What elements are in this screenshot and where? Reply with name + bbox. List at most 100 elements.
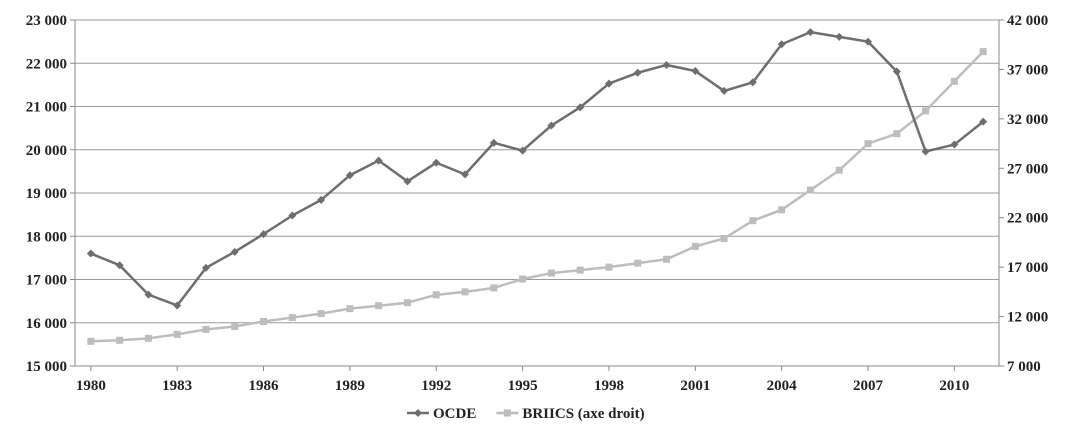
right-tick-label: 12 000	[1007, 310, 1048, 326]
left-tick-label: 17 000	[26, 273, 67, 289]
x-tick-label: 1980	[76, 378, 106, 394]
x-axis-ticks: 1980 1983 1986 1989 1992 1995 1998 2001 2004 2007…	[76, 366, 969, 394]
left-tick-label: 21 000	[26, 100, 67, 116]
data-point	[317, 195, 326, 204]
gridlines	[75, 19, 999, 324]
right-tick-label: 42 000	[1007, 13, 1048, 29]
right-tick-label: 7 000	[1007, 359, 1041, 375]
right-tick-label: 27 000	[1007, 161, 1048, 177]
x-tick-label: 1983	[162, 378, 192, 394]
data-point	[375, 302, 383, 310]
data-point	[116, 336, 124, 344]
left-tick-label: 18 000	[26, 229, 67, 245]
x-tick-label: 1995	[508, 378, 538, 394]
data-point	[231, 322, 239, 330]
data-point	[604, 79, 613, 88]
data-point	[144, 290, 153, 299]
data-point	[864, 37, 873, 46]
data-point	[835, 166, 843, 174]
x-tick-label: 1989	[335, 378, 365, 394]
data-point	[115, 261, 124, 270]
series-layer	[86, 28, 988, 345]
data-point	[461, 170, 470, 179]
data-point	[403, 177, 412, 186]
x-tick-label: 1986	[249, 378, 280, 394]
data-point	[432, 291, 440, 299]
data-point	[835, 32, 844, 41]
data-point	[950, 140, 959, 149]
x-tick-label: 2007	[853, 378, 884, 394]
data-point	[576, 266, 584, 274]
legend-item-ocde: OCDE	[407, 406, 476, 422]
data-point	[662, 60, 671, 69]
left-tick-label: 15 000	[26, 359, 67, 375]
data-point	[490, 284, 498, 292]
series-ocde	[86, 28, 988, 310]
data-point	[720, 234, 728, 242]
data-point	[173, 301, 182, 310]
data-point	[922, 107, 930, 115]
data-point	[864, 140, 872, 148]
data-point	[663, 255, 671, 263]
data-point	[921, 147, 930, 156]
left-tick-label: 23 000	[26, 13, 67, 29]
left-tick-label: 22 000	[26, 56, 67, 72]
legend-swatch-marker	[414, 409, 422, 417]
data-point	[979, 48, 987, 56]
data-point	[547, 269, 555, 277]
right-tick-label: 17 000	[1007, 260, 1048, 276]
data-point	[576, 103, 585, 112]
data-point	[259, 230, 268, 239]
x-tick-label: 2010	[939, 378, 969, 394]
data-point	[806, 28, 815, 37]
series-line	[90, 30, 984, 307]
right-axis-ticks: 7 000 12 000 17 000 22 000 27 000 32 000 37 00…	[999, 13, 1048, 375]
left-tick-label: 20 000	[26, 143, 67, 159]
series-line	[90, 50, 985, 343]
data-point	[547, 121, 556, 130]
data-point	[633, 68, 642, 77]
legend-label: BRIICS (axe droit)	[522, 406, 644, 422]
data-point	[87, 337, 95, 345]
data-point	[691, 242, 699, 250]
data-point	[778, 206, 786, 214]
right-tick-label: 22 000	[1007, 211, 1048, 227]
data-point	[317, 310, 325, 318]
series-briics-axe-droit	[87, 48, 987, 345]
legend-swatch-marker	[503, 409, 511, 417]
data-point	[519, 275, 527, 283]
data-point	[260, 318, 268, 326]
data-point	[489, 138, 498, 147]
data-point	[230, 247, 239, 256]
data-point	[202, 325, 210, 333]
data-point	[950, 77, 958, 85]
x-tick-label: 2004	[767, 378, 798, 394]
legend-label: OCDE	[433, 406, 476, 422]
data-point	[346, 305, 354, 313]
data-point	[201, 263, 210, 272]
data-point	[892, 67, 901, 76]
data-point	[691, 67, 700, 76]
legend-item-briics-axe-droit: BRIICS (axe droit)	[496, 406, 645, 422]
data-point	[605, 263, 613, 271]
data-point	[806, 186, 814, 194]
data-point	[86, 249, 95, 258]
left-tick-label: 19 000	[26, 186, 67, 202]
data-point	[374, 156, 383, 165]
right-tick-label: 37 000	[1007, 62, 1048, 78]
data-point	[720, 86, 729, 95]
data-point	[979, 117, 988, 126]
data-point	[749, 217, 757, 225]
x-tick-label: 1998	[594, 378, 624, 394]
left-tick-label: 16 000	[26, 316, 67, 332]
data-point	[288, 314, 296, 322]
left-axis-ticks: 15 000 16 000 17 000 18 000 19 000 20 000 21 0…	[26, 13, 75, 375]
x-tick-label: 1992	[421, 378, 451, 394]
data-point	[634, 259, 642, 267]
data-point	[518, 146, 527, 155]
right-tick-label: 32 000	[1007, 112, 1048, 128]
legend: OCDE BRIICS (axe droit)	[407, 406, 645, 422]
data-point	[893, 130, 901, 138]
data-point	[432, 158, 441, 167]
